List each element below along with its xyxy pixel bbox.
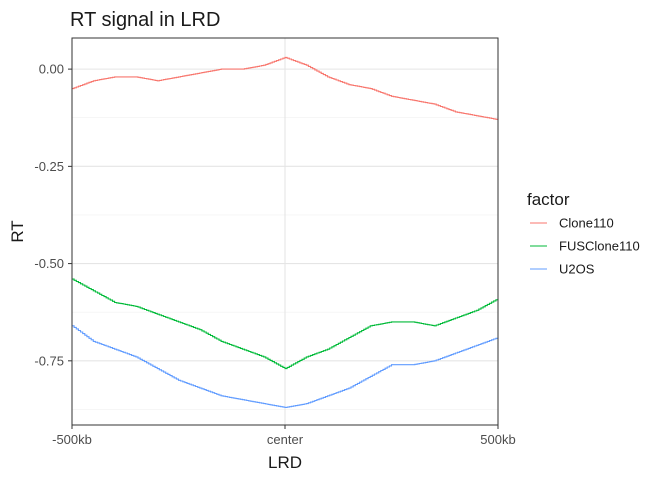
y-tick-label: 0.00: [39, 62, 64, 77]
x-tick-label: center: [267, 432, 304, 447]
series-line-clone110: [72, 56, 499, 120]
legend: factor Clone110 FUSClone110 U2OS: [527, 190, 640, 277]
chart-title: RT signal in LRD: [70, 9, 220, 31]
y-tick-label: -0.25: [34, 159, 64, 174]
y-tick-label: -0.75: [34, 353, 64, 368]
legend-label-u2os: U2OS: [559, 262, 595, 277]
legend-label-fusclone110: FUSClone110: [559, 239, 640, 254]
y-axis-title: RT: [8, 220, 27, 242]
y-tick-label: -0.50: [34, 256, 64, 271]
series-lines: [72, 56, 499, 409]
legend-label-clone110: Clone110: [559, 216, 614, 231]
x-tick-label: -500kb: [52, 432, 92, 447]
y-axis-ticks: 0.00 -0.25 -0.50 -0.75: [34, 62, 72, 368]
x-tick-label: 500kb: [480, 432, 515, 447]
x-axis-ticks: -500kb center 500kb: [52, 425, 516, 447]
x-axis-title: LRD: [268, 453, 302, 472]
series-line-fusclone110: [72, 278, 499, 370]
legend-title: factor: [527, 190, 570, 209]
series-line-u2os: [72, 325, 499, 409]
